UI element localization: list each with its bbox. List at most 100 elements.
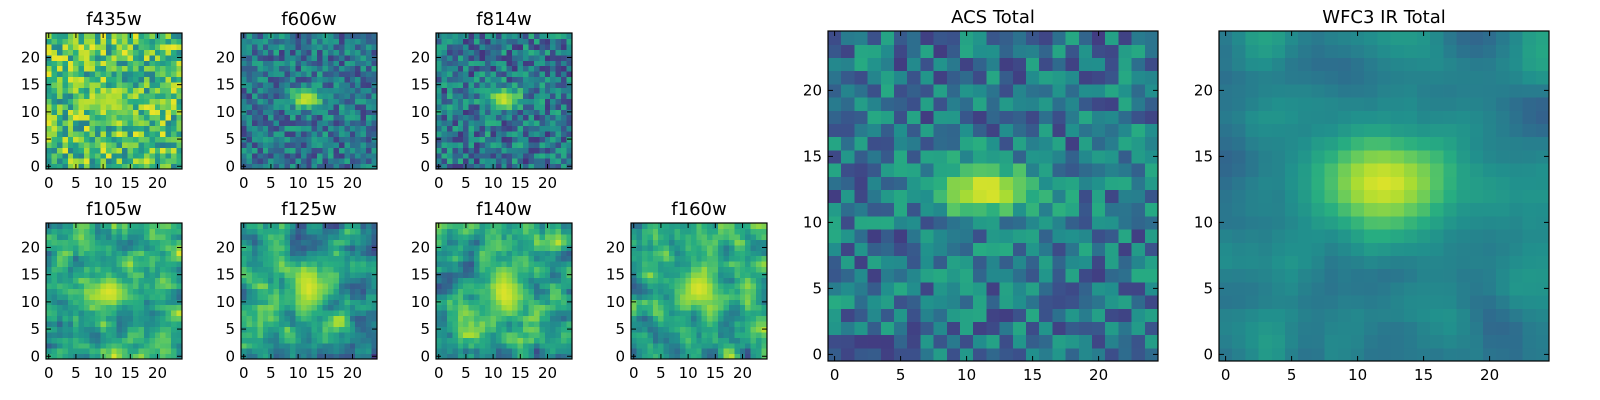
heatmap-cell	[160, 109, 167, 116]
heatmap-cell	[647, 315, 654, 322]
heatmap-cell	[696, 342, 703, 349]
heatmap-cells	[828, 31, 1159, 362]
heatmap-cell	[160, 304, 167, 311]
heatmap-cell	[446, 250, 453, 257]
heatmap-cell	[149, 158, 156, 165]
heatmap-cell	[468, 33, 475, 40]
heatmap-cell	[176, 320, 183, 327]
heatmap-cell	[160, 266, 167, 273]
heatmap-cell	[127, 261, 134, 268]
heatmap-cell	[241, 342, 248, 349]
heatmap-cell	[127, 103, 134, 110]
heatmap-cell	[67, 114, 74, 121]
x-tick-label: 5	[656, 364, 666, 382]
heatmap-cell	[718, 353, 725, 360]
heatmap-cell	[349, 271, 356, 278]
heatmap-cell	[338, 271, 345, 278]
heatmap-cell	[501, 228, 508, 235]
heatmap-cell	[165, 120, 172, 127]
heatmap-cell	[474, 103, 481, 110]
heatmap-cell	[100, 244, 107, 251]
y-tick-label: 0	[30, 347, 40, 365]
heatmap-cell	[344, 109, 351, 116]
heatmap-cell	[636, 293, 643, 300]
heatmap-cell	[495, 81, 502, 88]
heatmap-cell	[484, 282, 491, 289]
heatmap-cell	[501, 109, 508, 116]
heatmap-cell	[246, 125, 253, 132]
heatmap-cell	[133, 43, 140, 50]
heatmap-cell	[360, 320, 367, 327]
heatmap-cell	[73, 233, 80, 240]
heatmap-cell	[528, 250, 535, 257]
heatmap-cell	[723, 239, 730, 246]
heatmap-cell	[127, 120, 134, 127]
heatmap-cell	[94, 315, 101, 322]
heatmap-cell	[105, 255, 112, 262]
heatmap-cell	[338, 158, 345, 165]
heatmap-cell	[344, 60, 351, 67]
heatmap-cell	[528, 320, 535, 327]
heatmap-cell	[463, 310, 470, 317]
heatmap-cell	[441, 348, 448, 355]
heatmap-cell	[94, 282, 101, 289]
heatmap-cell	[452, 141, 459, 148]
heatmap-cell	[436, 71, 443, 78]
heatmap-cell	[501, 71, 508, 78]
heatmap-cell	[176, 147, 183, 154]
heatmap-cell	[160, 315, 167, 322]
heatmap-cell	[446, 315, 453, 322]
heatmap-cell	[841, 321, 855, 336]
heatmap-cell	[452, 315, 459, 322]
heatmap-cell	[154, 244, 161, 251]
heatmap-cell	[138, 130, 145, 137]
y-tick-label: 5	[420, 320, 430, 338]
heatmap-cell	[333, 136, 340, 143]
heatmap-cell	[273, 130, 280, 137]
heatmap-cell	[561, 293, 568, 300]
heatmap-cell	[317, 141, 324, 148]
heatmap-cell	[171, 239, 178, 246]
heatmap-cell	[84, 98, 91, 105]
heatmap-cell	[289, 228, 296, 235]
heatmap-cell	[441, 147, 448, 154]
heatmap-cell	[338, 147, 345, 154]
heatmap-cell	[728, 353, 735, 360]
heatmap-cell	[501, 299, 508, 306]
heatmap-cell	[501, 320, 508, 327]
x-tick-label: 0	[434, 174, 444, 192]
heatmap-cell	[333, 125, 340, 132]
heatmap-cell	[631, 239, 638, 246]
heatmap-cell	[241, 304, 248, 311]
heatmap-cell	[756, 223, 763, 230]
heatmap-cell	[317, 158, 324, 165]
heatmap-cell	[484, 103, 491, 110]
heatmap-cell	[317, 239, 324, 246]
heatmap-cell	[707, 223, 714, 230]
heatmap-cell	[122, 239, 129, 246]
heatmap-cell	[468, 342, 475, 349]
heatmap-cell	[457, 342, 464, 349]
heatmap-cell	[89, 239, 96, 246]
heatmap-cell	[295, 342, 302, 349]
heatmap-cell	[920, 347, 935, 362]
heatmap-cell	[300, 228, 307, 235]
heatmap-cell	[658, 261, 665, 268]
heatmap-cell	[306, 331, 313, 338]
heatmap-cell	[371, 92, 378, 99]
heatmap-cell	[452, 103, 459, 110]
heatmap-cell	[289, 266, 296, 273]
heatmap-cell	[631, 331, 638, 338]
heatmap-cell	[550, 147, 557, 154]
heatmap-cell	[344, 299, 351, 306]
heatmap-cell	[116, 277, 123, 284]
heatmap-cell	[880, 149, 895, 164]
heatmap-cell	[1026, 281, 1040, 296]
heatmap-cell	[907, 281, 921, 296]
heatmap-cell	[986, 229, 1001, 243]
heatmap-cell	[246, 65, 253, 72]
heatmap-cell	[479, 310, 486, 317]
heatmap-cell	[539, 228, 546, 235]
heatmap-cell	[484, 65, 491, 72]
heatmap-cell	[647, 326, 654, 333]
